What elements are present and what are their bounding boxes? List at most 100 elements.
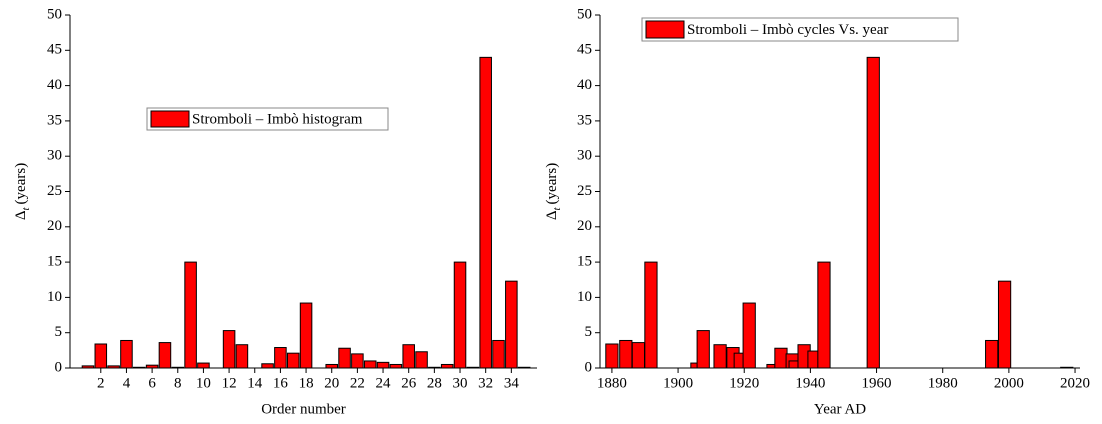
x-axis-label: Year AD bbox=[814, 401, 866, 417]
bar bbox=[389, 363, 403, 369]
y-tick-label: 30 bbox=[577, 148, 592, 164]
bar bbox=[415, 351, 428, 369]
bar bbox=[363, 360, 377, 369]
bar bbox=[492, 339, 505, 369]
x-tick-label: 22 bbox=[350, 375, 365, 391]
chart: 0 5 10 15 20 25 30 35 40 45 50 1880 1900 1920 1940 1960… bbox=[544, 6, 1090, 417]
y-label-symbol: Δ bbox=[544, 210, 560, 220]
bar bbox=[299, 302, 313, 369]
bar bbox=[325, 363, 338, 369]
x-tick-label: 28 bbox=[427, 375, 442, 391]
x-tick-label: 2 bbox=[97, 375, 105, 391]
legend-label: Stromboli – Imbò cycles Vs. year bbox=[687, 22, 888, 38]
x-tick-label: 1920 bbox=[729, 375, 759, 391]
x-tick-label: 6 bbox=[148, 375, 156, 391]
y-axis-label: Δt (years) bbox=[13, 163, 31, 220]
y-tick-label: 5 bbox=[585, 324, 593, 340]
y-tick-label: 35 bbox=[47, 112, 62, 128]
x-tick-label: 4 bbox=[123, 375, 131, 391]
bar bbox=[158, 342, 172, 369]
bar bbox=[619, 339, 633, 369]
bar bbox=[197, 362, 210, 369]
bar bbox=[644, 261, 658, 369]
bar bbox=[261, 363, 274, 369]
x-tick-label: 2020 bbox=[1060, 375, 1090, 391]
y-tick-label: 5 bbox=[55, 324, 63, 340]
legend-swatch bbox=[645, 20, 685, 39]
x-tick-label: 18 bbox=[299, 375, 314, 391]
bar bbox=[696, 330, 710, 369]
y-tick-label: 10 bbox=[577, 289, 592, 305]
x-tick-label: 2000 bbox=[994, 375, 1024, 391]
x-tick-label: 32 bbox=[478, 375, 493, 391]
x-axis-label: Order number bbox=[261, 401, 346, 417]
x-tick-label: 1960 bbox=[862, 375, 892, 391]
legend-label: Stromboli – Imbò histogram bbox=[192, 111, 363, 127]
y-label-subscript: t bbox=[551, 207, 563, 211]
bar bbox=[631, 342, 645, 369]
x-tick-label: 1940 bbox=[795, 375, 825, 391]
y-tick-label: 15 bbox=[577, 254, 592, 270]
x-tick-label: 8 bbox=[174, 375, 182, 391]
bar bbox=[605, 343, 619, 369]
y-label-text: (years) bbox=[13, 163, 29, 205]
bar bbox=[997, 280, 1012, 369]
y-label-symbol: Δ bbox=[13, 210, 29, 220]
y-tick-label: 25 bbox=[47, 183, 62, 199]
bar bbox=[713, 344, 727, 369]
x-tick-label: 20 bbox=[324, 375, 339, 391]
x-tick-label: 26 bbox=[401, 375, 417, 391]
y-tick-label: 10 bbox=[47, 289, 62, 305]
y-tick-label: 20 bbox=[577, 218, 592, 234]
bar bbox=[338, 347, 351, 369]
x-tick-label: 1900 bbox=[663, 375, 693, 391]
y-tick-label: 45 bbox=[47, 42, 62, 58]
bar bbox=[286, 352, 300, 369]
y-label-text: (years) bbox=[544, 163, 560, 205]
bar bbox=[376, 361, 390, 369]
bar bbox=[742, 302, 756, 369]
legend-box bbox=[641, 17, 959, 42]
y-tick-label: 35 bbox=[577, 112, 592, 128]
y-tick-label: 45 bbox=[577, 42, 592, 58]
bar bbox=[479, 56, 492, 369]
x-tick-label: 34 bbox=[504, 375, 520, 391]
x-tick-label: 10 bbox=[196, 375, 211, 391]
bar bbox=[274, 347, 287, 369]
x-tick-label: 24 bbox=[376, 375, 392, 391]
x-tick-label: 1980 bbox=[928, 375, 958, 391]
bar bbox=[505, 280, 518, 369]
x-tick-label: 12 bbox=[222, 375, 237, 391]
x-tick-label: 30 bbox=[453, 375, 468, 391]
bar bbox=[453, 261, 467, 369]
bar bbox=[402, 344, 415, 369]
y-tick-label: 20 bbox=[47, 218, 62, 234]
y-axis-label: Δt (years) bbox=[544, 163, 562, 220]
y-tick-label: 25 bbox=[577, 183, 592, 199]
x-tick-label: 16 bbox=[273, 375, 289, 391]
bar bbox=[120, 339, 133, 369]
legend-swatch bbox=[150, 110, 190, 128]
y-tick-label: 50 bbox=[47, 6, 62, 22]
y-tick-label: 40 bbox=[47, 77, 62, 93]
bar bbox=[222, 330, 236, 369]
y-tick-label: 15 bbox=[47, 254, 62, 270]
y-tick-label: 0 bbox=[55, 359, 63, 375]
y-tick-label: 30 bbox=[47, 148, 62, 164]
bar bbox=[351, 353, 364, 369]
bar bbox=[235, 344, 249, 369]
bar bbox=[866, 56, 880, 369]
bar bbox=[184, 261, 197, 369]
bar bbox=[985, 339, 999, 369]
legend-box bbox=[146, 107, 389, 131]
bar bbox=[774, 347, 788, 369]
x-tick-label: 1880 bbox=[597, 375, 627, 391]
y-tick-label: 0 bbox=[585, 359, 593, 375]
bar bbox=[94, 343, 108, 369]
y-tick-label: 50 bbox=[577, 6, 592, 22]
y-label-subscript: t bbox=[20, 207, 32, 211]
x-tick-label: 14 bbox=[247, 375, 263, 391]
y-tick-label: 40 bbox=[577, 77, 592, 93]
